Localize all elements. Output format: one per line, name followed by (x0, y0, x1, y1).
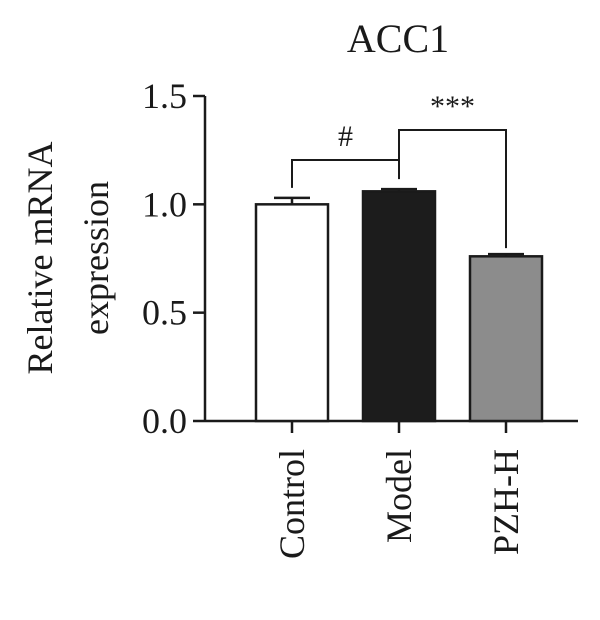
significance-bracket (291, 159, 400, 188)
significance-label: *** (430, 90, 475, 123)
y-tick-label: 0.0 (142, 401, 187, 441)
bar-model (361, 190, 437, 423)
x-axis: Control Model PZH-H (205, 419, 578, 559)
y-axis: 0.0 0.5 1.0 1.5 (142, 76, 207, 441)
significance-label: # (338, 120, 353, 153)
chart-title: ACC1 (347, 16, 449, 61)
x-tick-label-model: Model (379, 449, 419, 543)
significance-bracket (398, 129, 507, 249)
y-tick-label: 0.5 (142, 293, 187, 333)
x-tick-label-control: Control (272, 449, 312, 559)
y-axis-label-line-2: expression (76, 181, 116, 335)
bar-control (254, 203, 330, 423)
bars (254, 187, 544, 423)
y-tick-label: 1.0 (142, 184, 187, 224)
significance-brackets: # *** (291, 90, 507, 249)
bar-pzh-h (468, 255, 544, 423)
x-tick-label-pzh-h: PZH-H (486, 449, 526, 555)
y-axis-label-line-1: Relative mRNA (20, 142, 60, 375)
y-tick-label: 1.5 (142, 76, 187, 116)
